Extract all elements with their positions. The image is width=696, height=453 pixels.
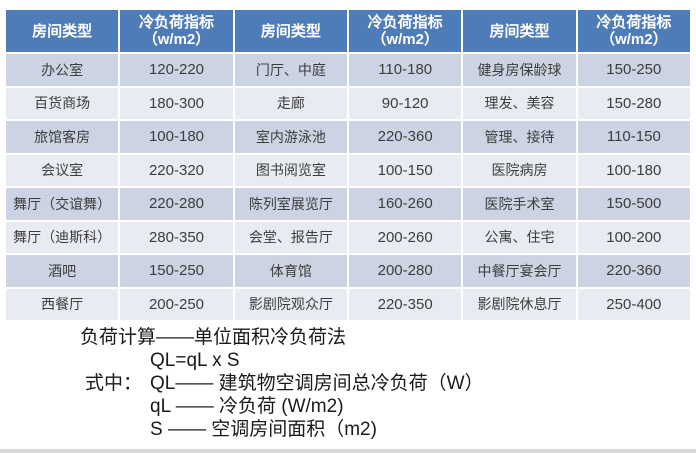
- table-cell-value: 150-500: [577, 188, 690, 220]
- formula-line-area: S —— 空调房间面积（m2): [150, 419, 377, 440]
- formula-line-ql-unit: qL —— 冷负荷 (W/m2): [150, 396, 344, 417]
- table-cell-value: 100-180: [577, 154, 690, 186]
- table-cell-value: 160-260: [349, 188, 462, 220]
- table-cell-room: 舞厅（迪斯科）: [6, 221, 119, 253]
- header-room-type-label: 房间类型: [32, 22, 93, 40]
- table-cell-value: 220-350: [349, 288, 462, 320]
- table-cell-value: 150-280: [577, 87, 690, 119]
- header-room-type-label: 房间类型: [489, 22, 550, 40]
- table-cell-value: 110-150: [577, 121, 690, 153]
- table-cell-value: 110-180: [349, 54, 462, 86]
- formula-line-ql-total: QL—— 建筑物空调房间总冷负荷（W）: [150, 373, 484, 394]
- table-cell-room: 百货商场: [6, 87, 119, 119]
- table-cell-room: 体育馆: [234, 255, 347, 287]
- table-cell-value: 150-250: [577, 54, 690, 86]
- table-cell-value: 200-280: [349, 255, 462, 287]
- table-cell-value: 220-280: [120, 188, 233, 220]
- table-cell-room: 舞厅（交谊舞）: [6, 188, 119, 220]
- table-cell-value: 220-320: [120, 154, 233, 186]
- header-cooling-index-unit: （w/m2）: [600, 31, 668, 48]
- table-cell-room: 中餐厅宴会厅: [463, 255, 576, 287]
- table-cell-value: 200-250: [120, 288, 233, 320]
- table-cell-value: 200-260: [349, 221, 462, 253]
- table-cell-room: 会堂、报告厅: [234, 221, 347, 253]
- header-cooling-index-1: 冷负荷指标 （w/m2）: [120, 10, 233, 52]
- table-cell-room: 医院手术室: [463, 188, 576, 220]
- table-cell-room: 健身房保龄球: [463, 54, 576, 86]
- formula-equation: QL=qL x S: [150, 350, 240, 371]
- table-cell-value: 250-400: [577, 288, 690, 320]
- slide-bottom-edge: [0, 449, 696, 453]
- table-cell-room: 办公室: [6, 54, 119, 86]
- formula-title: 负荷计算——单位面积冷负荷法: [80, 327, 347, 348]
- header-cooling-index-unit: （w/m2）: [371, 31, 439, 48]
- table-cell-room: 陈列室展览厅: [234, 188, 347, 220]
- header-cooling-index-label: 冷负荷指标: [138, 14, 214, 31]
- header-cooling-index-3: 冷负荷指标 （w/m2）: [577, 10, 690, 52]
- table-cell-room: 图书阅览室: [234, 154, 347, 186]
- table-cell-room: 理发、美容: [463, 87, 576, 119]
- table-cell-value: 100-150: [349, 154, 462, 186]
- table-cell-room: 影剧院休息厅: [463, 288, 576, 320]
- table-cell-room: 门厅、中庭: [234, 54, 347, 86]
- table-cell-room: 医院病房: [463, 154, 576, 186]
- table-cell-value: 90-120: [349, 87, 462, 119]
- table-cell-room: 室内游泳池: [234, 121, 347, 153]
- header-room-type-label: 房间类型: [260, 22, 321, 40]
- table-cell-room: 会议室: [6, 154, 119, 186]
- table-cell-room: 公寓、住宅: [463, 221, 576, 253]
- formula-where-label: 式中：: [85, 373, 143, 394]
- header-cooling-index-label: 冷负荷指标: [367, 14, 443, 31]
- table-cell-room: 西餐厅: [6, 288, 119, 320]
- table-cell-room: 管理、接待: [463, 121, 576, 153]
- table-cell-value: 180-300: [120, 87, 233, 119]
- table-cell-room: 影剧院观众厅: [234, 288, 347, 320]
- header-room-type-2: 房间类型: [234, 10, 347, 52]
- header-cooling-index-2: 冷负荷指标 （w/m2）: [349, 10, 462, 52]
- table-cell-value: 280-350: [120, 221, 233, 253]
- header-room-type-3: 房间类型: [463, 10, 576, 52]
- table-cell-value: 100-180: [120, 121, 233, 153]
- table-cell-value: 100-200: [577, 221, 690, 253]
- cooling-load-table: 房间类型 冷负荷指标 （w/m2） 房间类型 冷负荷指标 （w/m2） 房间类型…: [6, 10, 690, 320]
- table-cell-room: 旅馆客房: [6, 121, 119, 153]
- table-cell-value: 120-220: [120, 54, 233, 86]
- header-room-type-1: 房间类型: [6, 10, 119, 52]
- table-cell-room: 酒吧: [6, 255, 119, 287]
- formula-where-line: 式中： QL—— 建筑物空调房间总冷负荷（W）: [0, 372, 696, 395]
- table-cell-value: 220-360: [349, 121, 462, 153]
- header-cooling-index-unit: （w/m2）: [142, 31, 211, 48]
- table-cell-value: 220-360: [577, 255, 690, 287]
- header-cooling-index-label: 冷负荷指标: [596, 14, 672, 31]
- formula-block: 负荷计算——单位面积冷负荷法 QL=qL x S 式中： QL—— 建筑物空调房…: [0, 326, 696, 441]
- table-cell-room: 走廊: [234, 87, 347, 119]
- table-cell-value: 150-250: [120, 255, 233, 287]
